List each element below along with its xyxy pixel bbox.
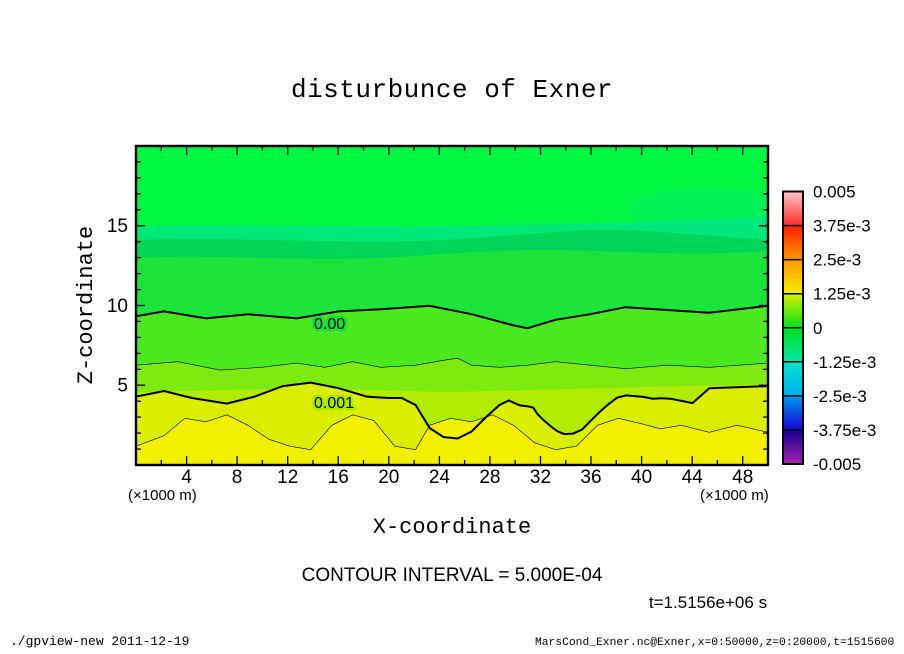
svg-text:44: 44 bbox=[682, 467, 704, 488]
svg-text:-2.5e-3: -2.5e-3 bbox=[813, 387, 867, 406]
svg-text:8: 8 bbox=[232, 467, 243, 488]
svg-text:5: 5 bbox=[117, 376, 128, 397]
svg-text:1.25e-3: 1.25e-3 bbox=[813, 285, 871, 304]
svg-text:20: 20 bbox=[378, 467, 399, 488]
svg-text:disturbunce of Exner: disturbunce of Exner bbox=[291, 75, 613, 105]
svg-text:-0.005: -0.005 bbox=[813, 455, 861, 474]
svg-text:48: 48 bbox=[732, 467, 753, 488]
svg-text:0: 0 bbox=[813, 319, 822, 338]
svg-text:./gpview-new 2011-12-19: ./gpview-new 2011-12-19 bbox=[10, 634, 189, 649]
svg-text:10: 10 bbox=[107, 296, 128, 317]
svg-text:0.00: 0.00 bbox=[314, 316, 345, 333]
svg-text:-3.75e-3: -3.75e-3 bbox=[813, 421, 876, 440]
svg-text:CONTOUR INTERVAL = 5.000E-04: CONTOUR INTERVAL = 5.000E-04 bbox=[302, 565, 603, 586]
svg-text:(×1000 m): (×1000 m) bbox=[128, 487, 197, 504]
svg-text:12: 12 bbox=[277, 467, 298, 488]
svg-text:40: 40 bbox=[631, 467, 652, 488]
svg-text:(×1000 m): (×1000 m) bbox=[700, 487, 769, 504]
svg-text:3.75e-3: 3.75e-3 bbox=[813, 217, 871, 236]
svg-text:t=1.5156e+06 s: t=1.5156e+06 s bbox=[649, 593, 767, 612]
svg-text:X-coordinate: X-coordinate bbox=[373, 515, 531, 540]
svg-text:16: 16 bbox=[328, 467, 349, 488]
svg-text:Z-coordinate: Z-coordinate bbox=[74, 226, 99, 384]
svg-text:32: 32 bbox=[530, 467, 551, 488]
svg-text:MarsCond_Exner.nc@Exner,x=0:50: MarsCond_Exner.nc@Exner,x=0:50000,z=0:20… bbox=[535, 637, 895, 649]
svg-text:-1.25e-3: -1.25e-3 bbox=[813, 353, 876, 372]
svg-text:36: 36 bbox=[580, 467, 601, 488]
svg-text:4: 4 bbox=[181, 467, 192, 488]
svg-text:28: 28 bbox=[479, 467, 500, 488]
svg-text:2.5e-3: 2.5e-3 bbox=[813, 251, 861, 270]
svg-text:0.001: 0.001 bbox=[314, 395, 354, 412]
svg-text:24: 24 bbox=[429, 467, 451, 488]
svg-text:15: 15 bbox=[107, 216, 128, 237]
svg-text:0.005: 0.005 bbox=[813, 183, 856, 202]
